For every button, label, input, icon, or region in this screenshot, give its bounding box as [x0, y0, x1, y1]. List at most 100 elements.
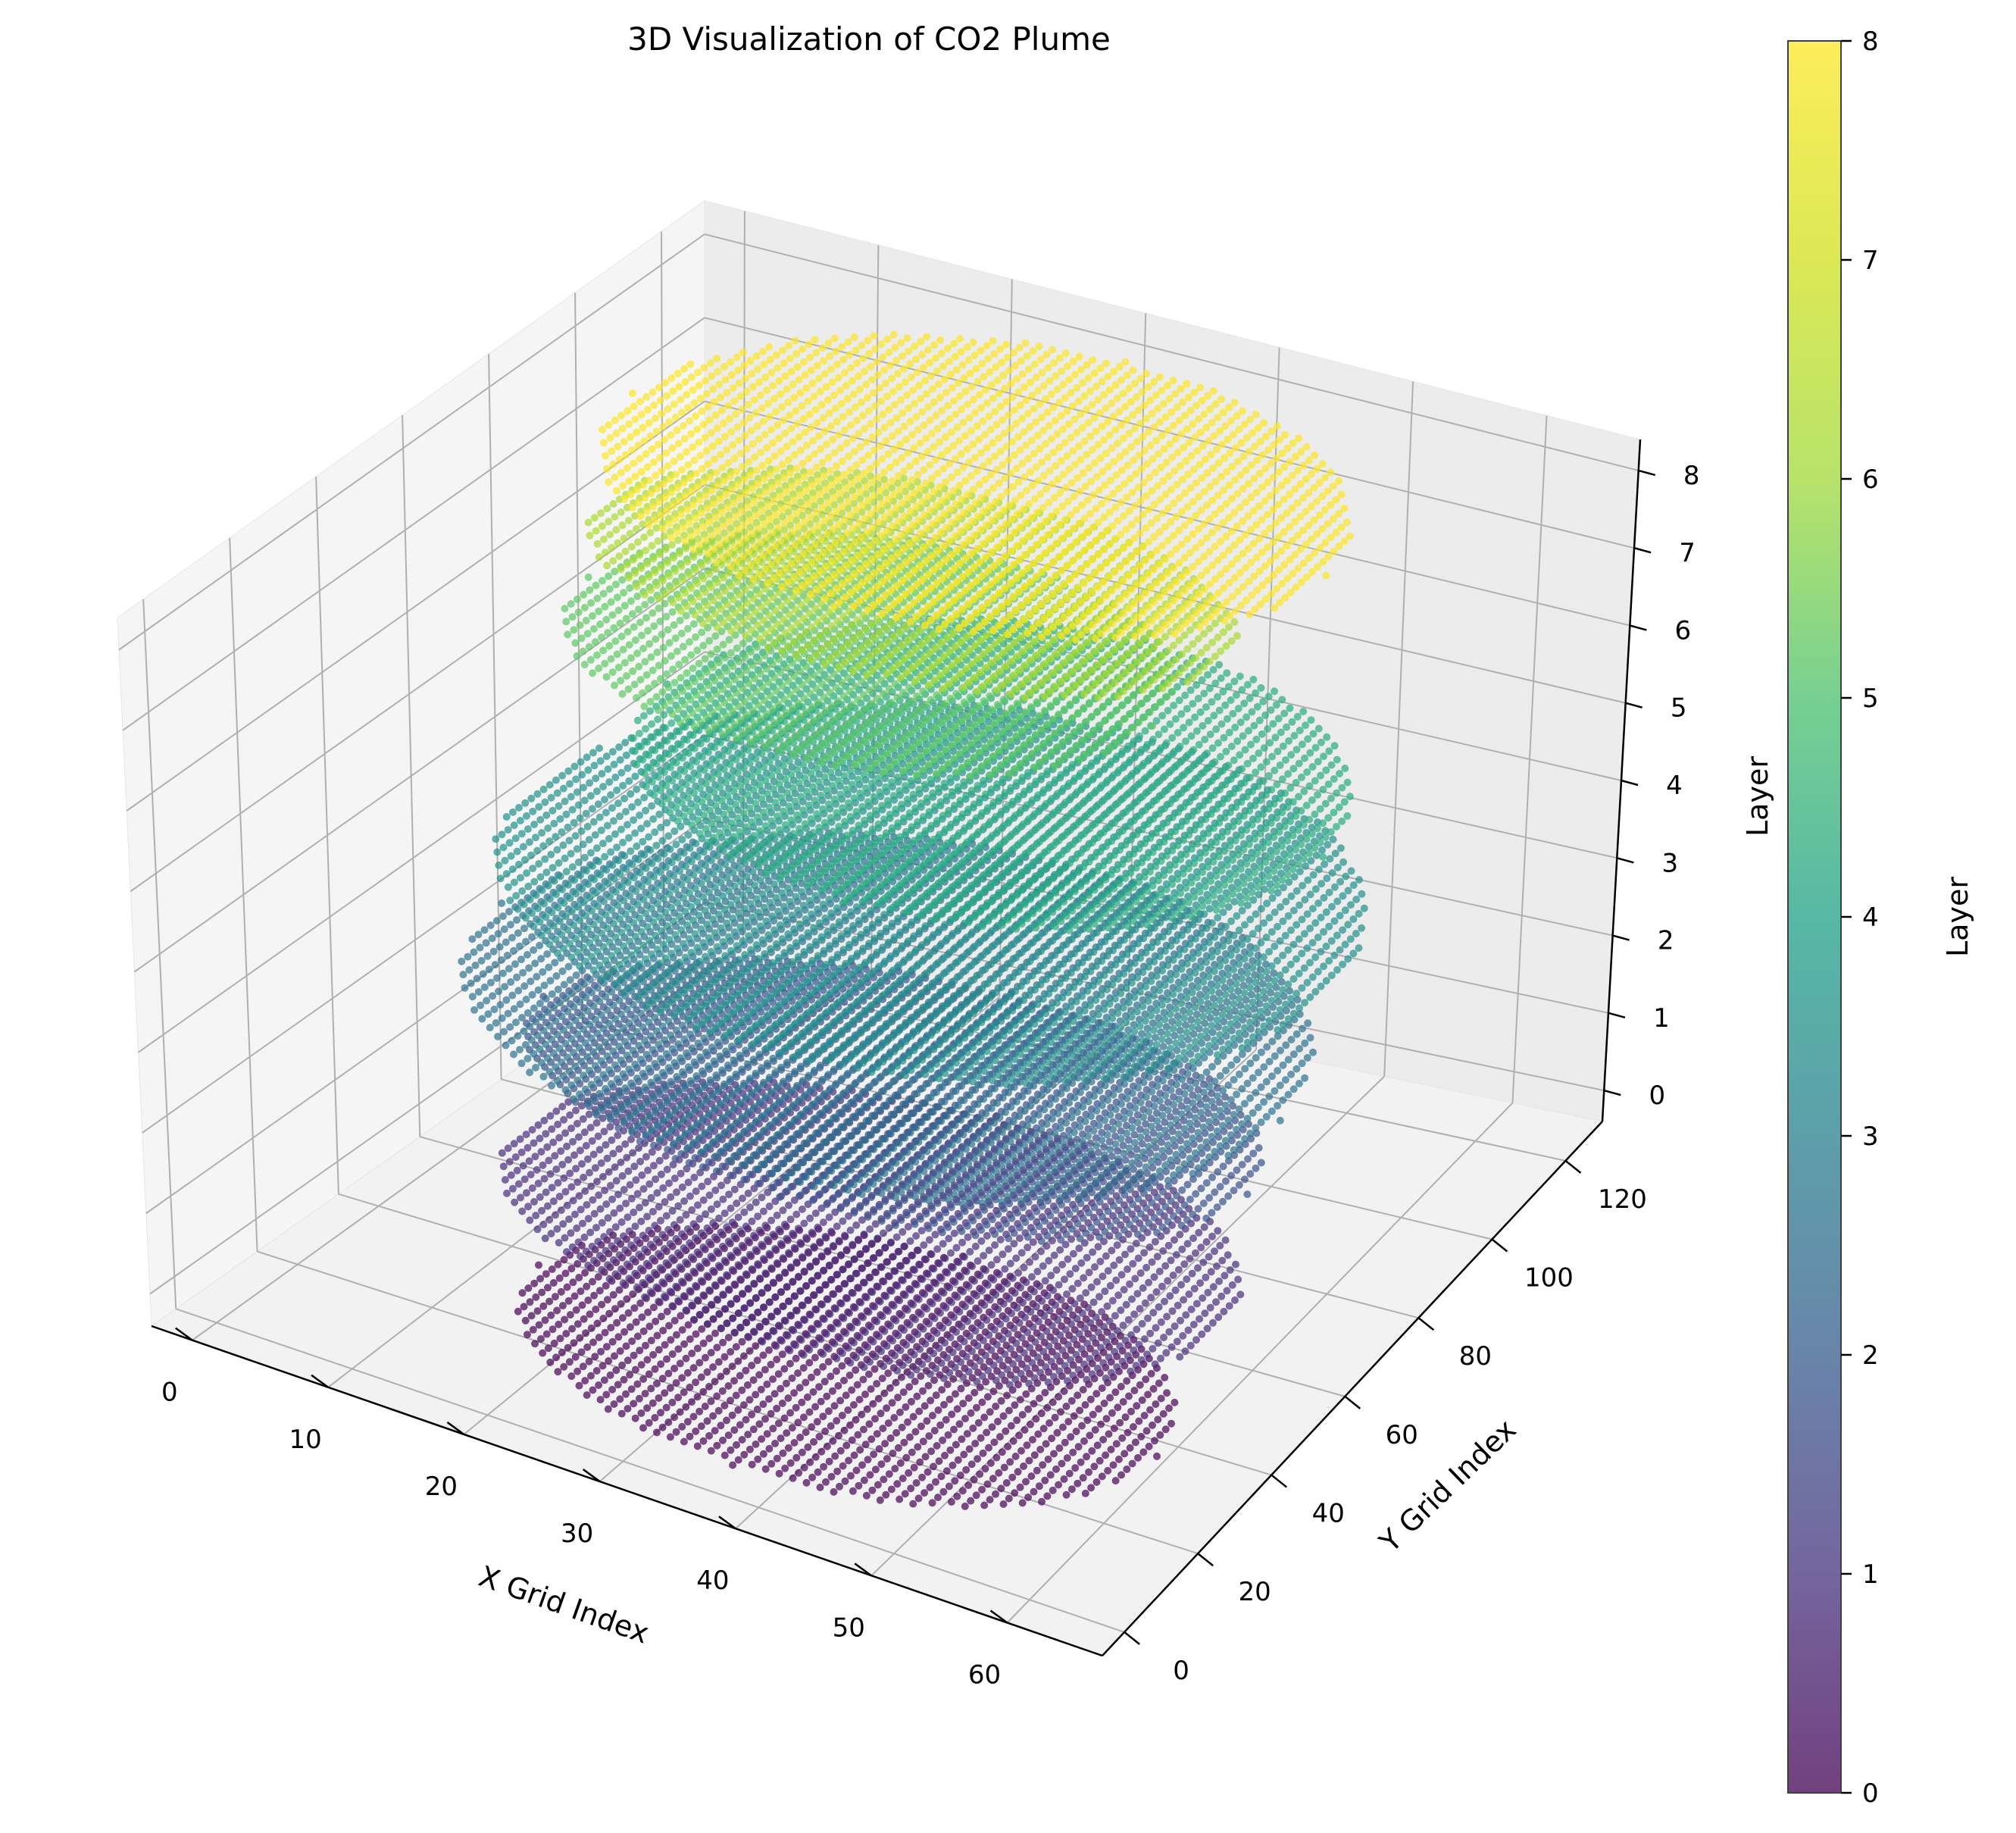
- plume-point-layer-1: [849, 1289, 857, 1297]
- plume-point-layer-0: [977, 1434, 985, 1442]
- plume-point-layer-1: [715, 1310, 724, 1318]
- plume-point-layer-2: [1079, 1214, 1087, 1222]
- plume-point-layer-1: [752, 1293, 760, 1302]
- plume-point-layer-0: [992, 1403, 1000, 1410]
- plume-point-layer-1: [1162, 1349, 1171, 1357]
- plume-point-layer-0: [557, 1287, 565, 1296]
- plume-point-layer-0: [561, 1269, 570, 1278]
- plume-point-layer-0: [935, 1457, 943, 1465]
- plume-point-layer-0: [683, 1368, 692, 1377]
- plume-point-layer-1: [871, 1353, 880, 1361]
- plume-point-layer-1: [586, 1228, 595, 1237]
- plume-point-layer-1: [534, 1179, 542, 1187]
- plume-point-layer-1: [854, 1235, 862, 1243]
- plume-point-layer-1: [1148, 1258, 1156, 1266]
- plume-point-layer-0: [581, 1377, 589, 1385]
- plume-point-layer-1: [1115, 1256, 1124, 1264]
- plume-point-layer-1: [899, 1228, 907, 1236]
- plume-point-layer-1: [1099, 1272, 1107, 1281]
- plume-point-layer-2: [1061, 1181, 1069, 1189]
- plume-point-layer-1: [906, 1237, 914, 1245]
- plume-point-layer-2: [1114, 1231, 1123, 1240]
- plume-point-layer-0: [724, 1334, 733, 1342]
- plume-point-layer-1: [795, 1322, 803, 1330]
- plume-point-layer-1: [626, 1181, 634, 1189]
- plume-point-layer-0: [835, 1431, 842, 1440]
- plume-point-layer-1: [697, 1229, 705, 1237]
- plume-point-layer-1: [711, 1186, 720, 1194]
- plume-point-layer-0: [838, 1362, 846, 1370]
- plume-point-layer-1: [646, 1240, 655, 1249]
- plume-point-layer-0: [1088, 1447, 1096, 1455]
- plume-point-layer-1: [928, 1300, 936, 1308]
- plume-point-layer-1: [503, 1189, 511, 1197]
- plume-point-layer-0: [960, 1450, 968, 1459]
- plume-point-layer-1: [867, 1240, 876, 1247]
- plume-point-layer-1: [759, 1207, 767, 1215]
- plume-point-layer-1: [1039, 1347, 1048, 1356]
- plume-point-layer-1: [930, 1265, 938, 1273]
- plume-point-layer-1: [687, 1253, 695, 1262]
- plume-point-layer-1: [832, 1305, 840, 1313]
- plume-point-layer-0: [555, 1274, 564, 1282]
- plume-point-layer-1: [1073, 1315, 1081, 1323]
- plume-point-layer-0: [548, 1265, 556, 1273]
- plume-point-layer-2: [1208, 1173, 1216, 1181]
- plume-point-layer-2: [1063, 1195, 1071, 1203]
- plume-point-layer-0: [564, 1297, 573, 1305]
- plume-point-layer-1: [1192, 1336, 1200, 1344]
- plume-point-layer-1: [693, 1296, 702, 1304]
- plume-point-layer-1: [745, 1333, 753, 1341]
- plume-point-layer-0: [999, 1500, 1008, 1508]
- plume-point-layer-1: [742, 1270, 750, 1278]
- plume-point-layer-1: [1205, 1253, 1213, 1261]
- plume-point-layer-1: [1111, 1312, 1119, 1320]
- plume-point-layer-1: [548, 1184, 556, 1192]
- plume-point-layer-1: [1077, 1259, 1086, 1267]
- plume-point-layer-1: [991, 1241, 999, 1250]
- plume-point-layer-1: [552, 1107, 561, 1115]
- plume-point-layer-1: [882, 1292, 890, 1300]
- plume-point-layer-0: [570, 1292, 579, 1300]
- plume-point-layer-1: [825, 1213, 833, 1221]
- plume-point-layer-1: [674, 1249, 682, 1257]
- plume-point-layer-1: [1015, 1318, 1024, 1327]
- plume-point-layer-1: [814, 1223, 822, 1231]
- plume-point-layer-1: [652, 1175, 660, 1184]
- plume-point-layer-0: [1114, 1403, 1122, 1412]
- plume-point-layer-1: [668, 1207, 677, 1215]
- plume-point-layer-0: [1154, 1415, 1162, 1424]
- plume-point-layer-0: [976, 1470, 984, 1478]
- plume-point-layer-1: [689, 1220, 698, 1228]
- plume-point-layer-0: [753, 1405, 761, 1413]
- plume-point-layer-0: [1062, 1403, 1071, 1410]
- plume-point-layer-0: [602, 1390, 611, 1399]
- plume-point-layer-2: [1077, 1200, 1085, 1207]
- plume-point-layer-1: [1169, 1272, 1177, 1279]
- plume-point-layer-1: [658, 1231, 667, 1239]
- plume-point-layer-0: [647, 1384, 655, 1393]
- plume-point-layer-0: [765, 1346, 773, 1354]
- plume-point-layer-0: [1013, 1416, 1021, 1425]
- plume-point-layer-1: [895, 1297, 904, 1305]
- plume-point-layer-0: [695, 1359, 704, 1367]
- plume-point-layer-0: [855, 1481, 863, 1490]
- plume-point-layer-1: [1046, 1306, 1054, 1315]
- plume-point-layer-1: [588, 1137, 596, 1145]
- plume-point-layer-1: [961, 1303, 969, 1311]
- plume-point-layer-0: [639, 1375, 648, 1383]
- plume-point-layer-2: [1153, 1193, 1161, 1201]
- plume-point-layer-2: [836, 1205, 845, 1212]
- plume-point-layer-1: [1017, 1334, 1026, 1342]
- plume-point-layer-0: [1129, 1423, 1137, 1431]
- plume-point-layer-2: [883, 1212, 892, 1220]
- plume-point-layer-1: [1017, 1369, 1025, 1378]
- plume-point-layer-0: [881, 1440, 889, 1448]
- plume-point-layer-1: [1012, 1339, 1021, 1347]
- plume-point-layer-1: [1192, 1300, 1201, 1308]
- plume-point-layer-1: [818, 1300, 827, 1309]
- plume-point-layer-1: [1028, 1359, 1036, 1367]
- plume-point-layer-0: [1018, 1499, 1027, 1507]
- plume-point-layer-1: [783, 1234, 791, 1243]
- plume-point-layer-1: [839, 1265, 847, 1274]
